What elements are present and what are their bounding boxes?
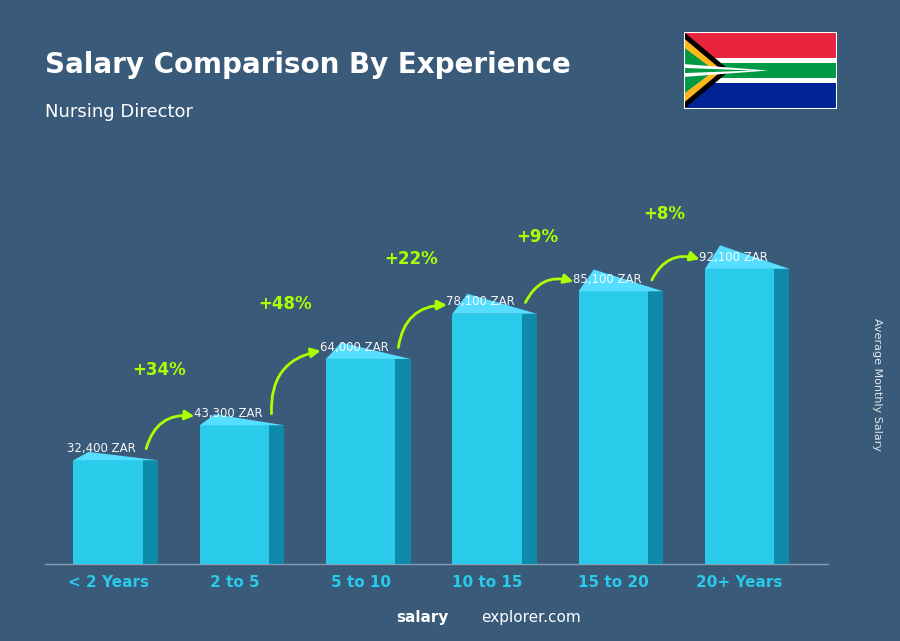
Polygon shape: [684, 47, 715, 94]
Polygon shape: [143, 460, 158, 564]
Polygon shape: [684, 32, 837, 58]
Polygon shape: [684, 64, 768, 77]
Polygon shape: [684, 58, 837, 63]
Polygon shape: [326, 342, 410, 359]
Text: 32,400 ZAR: 32,400 ZAR: [68, 442, 136, 455]
Polygon shape: [684, 68, 752, 73]
Polygon shape: [453, 294, 537, 313]
Polygon shape: [684, 32, 730, 109]
Polygon shape: [684, 63, 837, 78]
Text: 64,000 ZAR: 64,000 ZAR: [320, 340, 389, 354]
Polygon shape: [326, 359, 395, 564]
Text: salary: salary: [396, 610, 448, 625]
Polygon shape: [579, 269, 663, 291]
Text: explorer.com: explorer.com: [482, 610, 581, 625]
Polygon shape: [684, 78, 837, 83]
Text: Salary Comparison By Experience: Salary Comparison By Experience: [45, 51, 571, 79]
Text: +8%: +8%: [643, 205, 685, 223]
Polygon shape: [269, 426, 284, 564]
Text: 92,100 ZAR: 92,100 ZAR: [698, 251, 768, 263]
Polygon shape: [579, 291, 648, 564]
Text: Average Monthly Salary: Average Monthly Salary: [872, 318, 883, 451]
Text: +22%: +22%: [384, 250, 438, 268]
Text: 78,100 ZAR: 78,100 ZAR: [446, 296, 515, 308]
Text: Nursing Director: Nursing Director: [45, 103, 193, 121]
Text: 85,100 ZAR: 85,100 ZAR: [572, 273, 642, 286]
Polygon shape: [200, 414, 284, 426]
Polygon shape: [705, 246, 789, 269]
Polygon shape: [74, 452, 158, 460]
Text: +34%: +34%: [131, 362, 185, 379]
Text: +48%: +48%: [258, 295, 311, 313]
Polygon shape: [774, 269, 789, 564]
Polygon shape: [395, 359, 410, 564]
Polygon shape: [200, 426, 269, 564]
Polygon shape: [684, 83, 837, 109]
Polygon shape: [648, 291, 663, 564]
Polygon shape: [74, 460, 143, 564]
Polygon shape: [453, 313, 522, 564]
Text: 43,300 ZAR: 43,300 ZAR: [194, 407, 263, 420]
Polygon shape: [522, 313, 537, 564]
Text: +9%: +9%: [517, 228, 559, 246]
Polygon shape: [684, 38, 722, 103]
Polygon shape: [705, 269, 774, 564]
